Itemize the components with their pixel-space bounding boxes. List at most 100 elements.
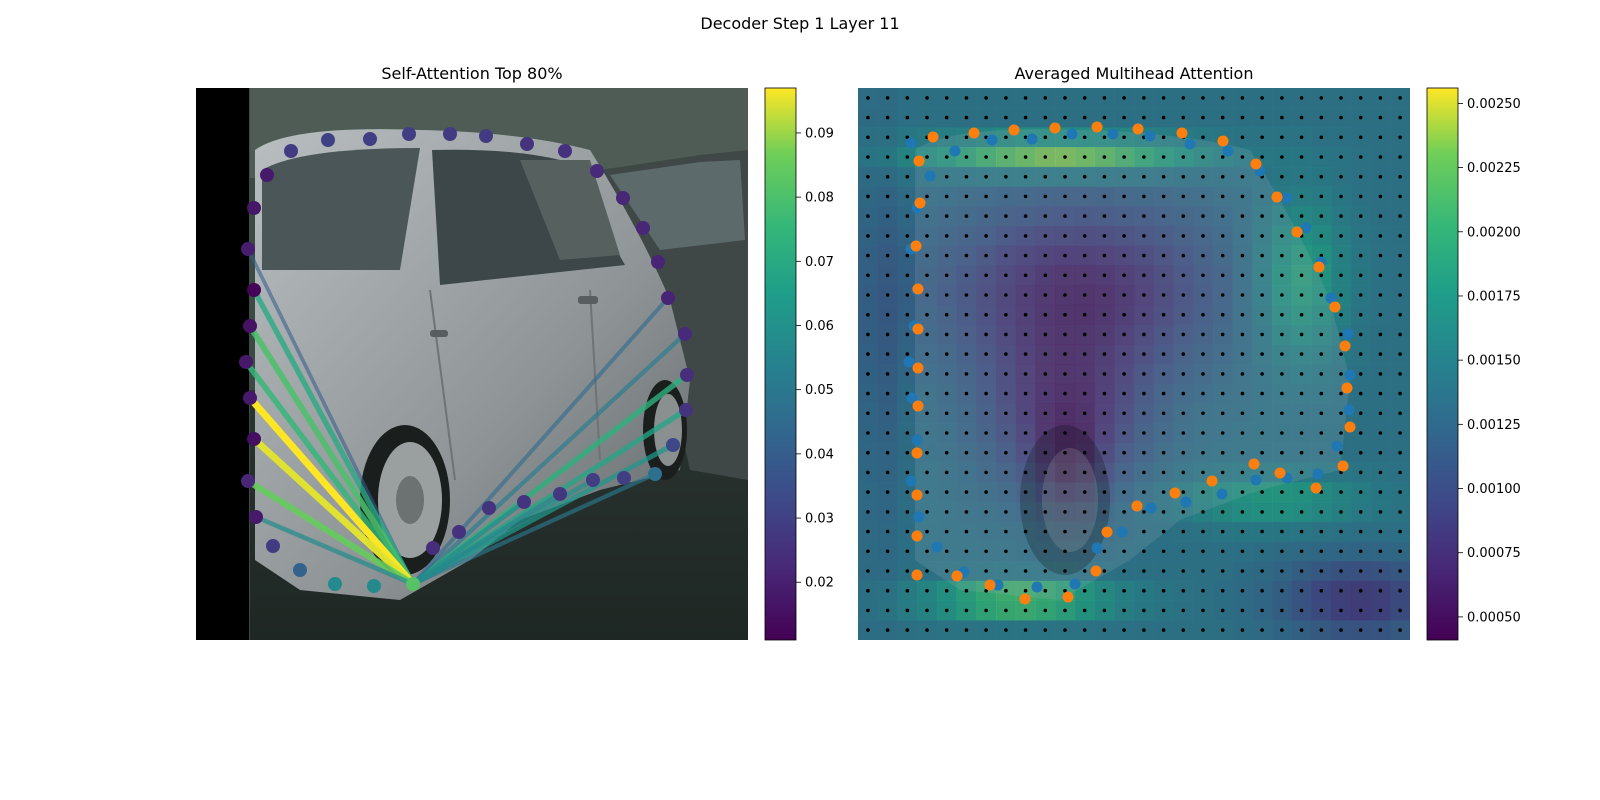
grid-dot: [1004, 214, 1008, 218]
grid-dot: [1102, 470, 1107, 475]
grid-dot: [1122, 96, 1126, 100]
grid-dot: [964, 431, 969, 435]
attention-line: [251, 436, 416, 587]
reference-point-blue: [1312, 468, 1324, 480]
grid-dot: [885, 470, 890, 475]
grid-dot: [1378, 569, 1383, 573]
grid-dot: [1142, 372, 1146, 376]
grid-dot: [1004, 135, 1008, 140]
grid-dot: [944, 214, 949, 218]
grid-dot: [1319, 510, 1324, 514]
grid-dot: [1142, 510, 1146, 514]
grid-dot: [1339, 372, 1343, 376]
grid-dot: [925, 253, 929, 258]
grid-dot: [1023, 490, 1028, 494]
grid-dot: [1378, 391, 1383, 396]
grid-dot: [1161, 372, 1166, 376]
grid-dot: [1102, 411, 1107, 416]
colorbar-tick-label: 0.00200: [1467, 225, 1521, 240]
grid-dot: [1398, 253, 1402, 258]
grid-dot: [944, 273, 949, 278]
grid-dot: [1102, 194, 1107, 199]
grid-dot: [1043, 273, 1048, 278]
colorbar-tick-label: 0.00150: [1467, 354, 1521, 369]
grid-dot: [1280, 450, 1284, 455]
grid-dot: [1122, 214, 1126, 218]
grid-dot: [964, 628, 969, 632]
grid-dot: [1358, 115, 1363, 120]
grid-dot: [1299, 628, 1304, 632]
grid-dot: [1299, 391, 1304, 396]
grid-dot: [1280, 628, 1284, 632]
grid-dot: [1280, 529, 1284, 534]
grid-dot: [1142, 549, 1146, 554]
grid-dot: [1339, 234, 1343, 238]
grid-dot: [1398, 569, 1402, 573]
grid-dot: [1240, 135, 1245, 140]
grid-dot: [905, 628, 910, 632]
attention-point: [241, 474, 255, 488]
grid-dot: [1043, 352, 1048, 356]
grid-dot: [1023, 411, 1028, 416]
grid-dot: [1082, 529, 1087, 534]
grid-dot: [1319, 194, 1324, 199]
grid-dot: [1358, 569, 1363, 573]
grid-dot: [1240, 214, 1245, 218]
grid-dot: [1043, 608, 1048, 613]
grid-dot: [1082, 115, 1087, 120]
grid-dot: [1082, 391, 1087, 396]
grid-dot: [1299, 431, 1304, 435]
right-colorbar: [1426, 87, 1459, 641]
grid-dot: [905, 411, 910, 416]
grid-dot: [1181, 549, 1186, 554]
grid-dot: [1063, 155, 1067, 159]
grid-dot: [866, 391, 870, 396]
grid-dot: [1043, 96, 1048, 100]
grid-dot: [1023, 372, 1028, 376]
grid-dot: [1004, 588, 1008, 593]
grid-dot: [1181, 628, 1186, 632]
grid-dot: [1358, 372, 1363, 376]
grid-dot: [1378, 608, 1383, 613]
grid-dot: [925, 628, 929, 632]
grid-dot: [1339, 510, 1343, 514]
attention-line: [411, 332, 687, 586]
grid-dot: [1280, 490, 1284, 494]
grid-dot: [1378, 510, 1383, 514]
reference-point-orange: [1049, 122, 1061, 134]
grid-dot: [1378, 450, 1383, 455]
grid-dot: [1161, 293, 1166, 297]
colorbar-tick-label: 0.00225: [1467, 161, 1521, 176]
attention-point: [558, 144, 572, 158]
grid-dot: [1220, 352, 1225, 356]
grid-dot: [1082, 253, 1087, 258]
grid-dot: [964, 174, 969, 179]
grid-dot: [984, 411, 988, 416]
grid-dot: [1201, 234, 1205, 238]
grid-dot: [1280, 234, 1284, 238]
grid-dot: [1004, 174, 1008, 179]
grid-dot: [1161, 470, 1166, 475]
grid-dot: [1280, 135, 1284, 140]
grid-dot: [1181, 529, 1186, 534]
grid-dot: [944, 332, 949, 337]
grid-dot: [1201, 174, 1205, 179]
grid-dot: [1358, 450, 1363, 455]
grid-dot: [1299, 214, 1304, 218]
grid-dot: [1161, 608, 1166, 613]
grid-dot: [1201, 450, 1205, 455]
left-panel-title: Self-Attention Top 80%: [381, 64, 563, 83]
grid-dot: [885, 115, 890, 120]
reference-point-blue: [1031, 581, 1043, 593]
grid-dot: [1063, 234, 1067, 238]
grid-dot: [866, 608, 870, 613]
grid-dot: [1043, 155, 1048, 159]
grid-dot: [1378, 194, 1383, 199]
grid-dot: [944, 569, 949, 573]
grid-dot: [984, 529, 988, 534]
grid-dot: [866, 293, 870, 297]
grid-dot: [964, 273, 969, 278]
grid-dot: [1398, 194, 1402, 199]
grid-dot: [1043, 332, 1048, 337]
grid-dot: [1161, 450, 1166, 455]
